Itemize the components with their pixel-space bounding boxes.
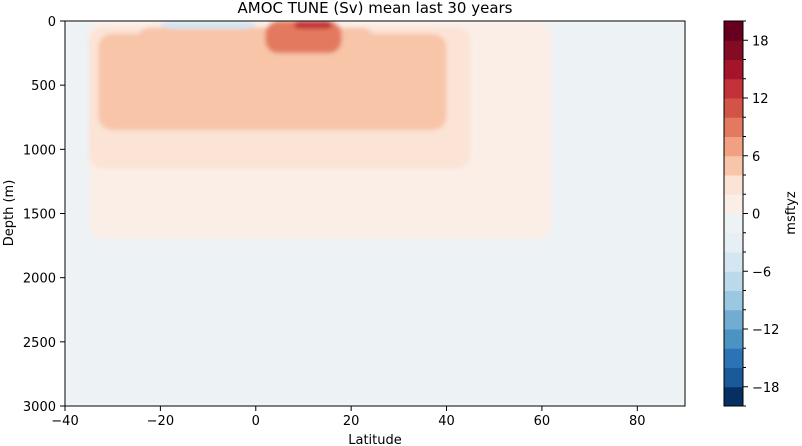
y-tick-label: 2500 [23,336,56,351]
chart-title: AMOC TUNE (Sv) mean last 30 years [238,0,513,17]
contour-region-6 [293,21,333,29]
colorbar-tick-label: −12 [752,323,779,338]
x-tick-label: −20 [147,414,174,429]
contour-region-7 [160,21,256,29]
plot-area [65,21,685,406]
colorbar-segment [724,40,743,60]
x-tick-label: 20 [343,414,360,429]
colorbar-label: msftyz [784,191,799,235]
colorbar-segment [724,21,743,41]
colorbar-tick-label: −6 [752,265,771,280]
y-tick-label: 1500 [23,208,56,223]
y-tick-label: 3000 [23,400,56,415]
colorbar-segment [724,117,743,137]
colorbar-segment [724,194,743,214]
y-axis: 0 500 1000 1500 2000 2500 3000 [23,15,65,415]
colorbar-tick-label: 12 [752,92,769,107]
colorbar-segment [724,252,743,272]
colorbar: −18 −12 −6 0 6 12 18 [723,20,779,407]
contour-region-5 [265,21,342,54]
colorbar-segment [724,290,743,311]
colorbar-segment [724,98,743,118]
x-axis: −40 −20 0 20 40 60 80 [51,406,646,429]
y-tick-label: 1000 [23,143,56,158]
colorbar-segment [724,309,743,330]
x-tick-label: 60 [534,414,551,429]
colorbar-segment [724,136,743,157]
colorbar-segment [724,329,743,349]
colorbar-segment [724,78,743,99]
y-axis-label: Depth (m) [2,180,17,247]
colorbar-segment [724,59,743,80]
colorbar-segment [724,271,743,291]
y-tick-label: 2000 [23,272,56,287]
colorbar-segment [724,213,743,234]
colorbar-segment [724,155,743,176]
x-tick-label: 40 [438,414,455,429]
x-tick-label: −40 [51,414,78,429]
colorbar-segment [724,348,743,368]
colorbar-segment [724,386,743,407]
x-tick-label: 80 [629,414,646,429]
colorbar-segment [724,367,743,388]
x-tick-label: 0 [252,414,260,429]
y-tick-label: 0 [48,15,56,30]
colorbar-tick-label: 18 [752,34,769,49]
y-tick-label: 500 [31,79,56,94]
colorbar-tick-label: −18 [752,381,779,396]
colorbar-segment [724,175,743,195]
colorbar-tick-label: 0 [752,208,760,223]
colorbar-tick-label: 6 [752,150,760,165]
colorbar-segment [724,232,743,253]
x-axis-label: Latitude [348,433,402,446]
